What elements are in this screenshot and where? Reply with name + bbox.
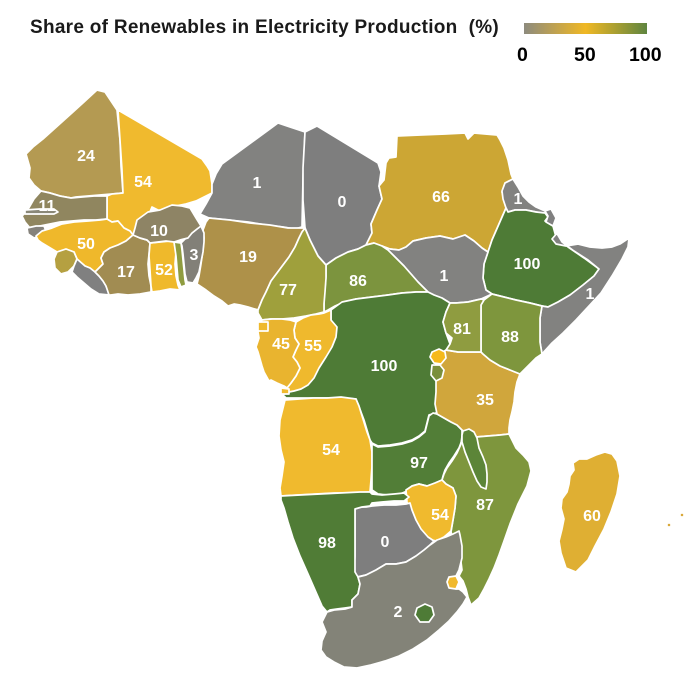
svg-text:54: 54	[431, 507, 449, 524]
svg-text:17: 17	[117, 264, 135, 281]
svg-text:1: 1	[253, 175, 262, 192]
svg-text:50: 50	[77, 236, 95, 253]
svg-text:54: 54	[322, 442, 340, 459]
svg-text:1: 1	[514, 191, 523, 208]
svg-text:35: 35	[476, 392, 494, 409]
svg-text:10: 10	[150, 223, 168, 240]
svg-text:24: 24	[77, 148, 95, 165]
svg-text:0: 0	[338, 194, 347, 211]
svg-text:0: 0	[381, 534, 390, 551]
svg-text:86: 86	[349, 273, 367, 290]
svg-text:98: 98	[318, 535, 336, 552]
svg-text:66: 66	[432, 189, 450, 206]
svg-text:81: 81	[453, 321, 471, 338]
svg-text:60: 60	[583, 508, 601, 525]
svg-text:54: 54	[134, 174, 152, 191]
svg-text:52: 52	[155, 262, 173, 279]
svg-text:3: 3	[190, 247, 199, 264]
svg-text:2: 2	[394, 604, 403, 621]
svg-text:11: 11	[39, 198, 56, 215]
svg-text:88: 88	[501, 329, 519, 346]
svg-text:87: 87	[476, 497, 494, 514]
svg-text:55: 55	[304, 338, 322, 355]
svg-text:100: 100	[514, 256, 541, 273]
svg-text:1: 1	[440, 268, 449, 285]
svg-text:77: 77	[279, 282, 297, 299]
svg-text:1: 1	[586, 286, 595, 303]
svg-text:45: 45	[272, 336, 290, 353]
svg-text:100: 100	[371, 358, 398, 375]
svg-text:19: 19	[239, 249, 257, 266]
svg-text:97: 97	[410, 455, 428, 472]
